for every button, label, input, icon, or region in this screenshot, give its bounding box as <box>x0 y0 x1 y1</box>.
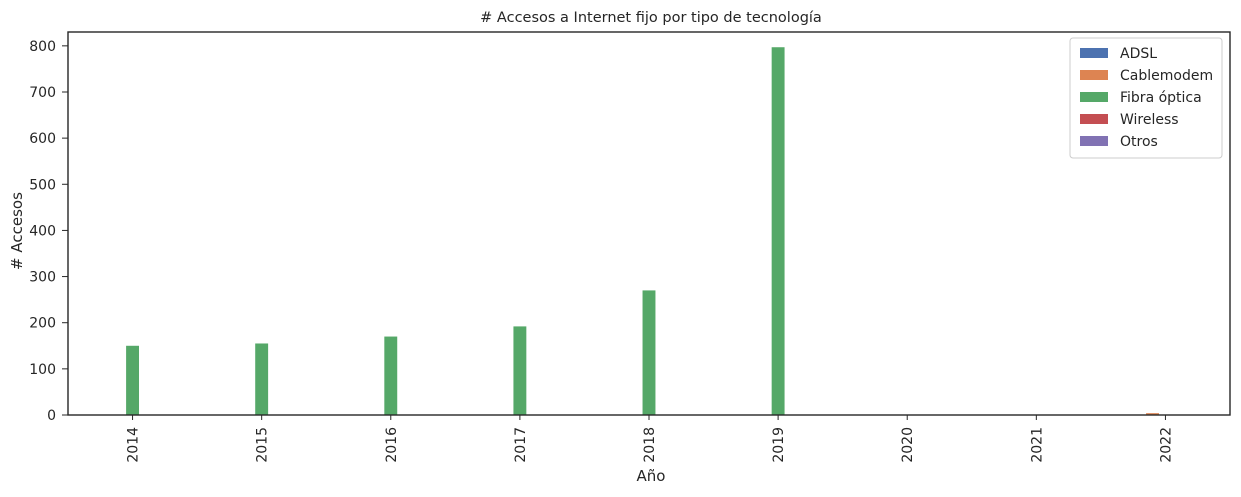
x-tick-label: 2016 <box>384 427 400 463</box>
x-tick-label: 2020 <box>900 427 916 463</box>
legend-box <box>1069 37 1223 159</box>
y-tick-label: 300 <box>29 270 56 286</box>
bar-fibra-ptica-2017 <box>513 326 527 415</box>
axes-frame <box>67 31 1231 416</box>
chart-title: # Accesos a Internet fijo por tipo de te… <box>480 10 822 26</box>
y-tick-label: 100 <box>29 362 56 378</box>
bar-fibra-ptica-2014 <box>126 345 140 415</box>
bar-cablemodem-2022 <box>1146 413 1159 415</box>
x-tick-label: 2017 <box>513 427 529 463</box>
y-tick-label: 800 <box>29 39 56 55</box>
legend-swatch-wireless <box>1080 114 1108 124</box>
legend-swatch-cablemodem <box>1080 70 1108 80</box>
x-tick-label: 2019 <box>771 427 787 463</box>
legend-label-adsl: ADSL <box>1120 46 1157 62</box>
legend-label-cablemodem: Cablemodem <box>1120 68 1213 84</box>
x-tick-label: 2018 <box>642 427 658 463</box>
legend-label-fibra-ptica: Fibra óptica <box>1120 90 1202 106</box>
x-tick-label: 2022 <box>1158 427 1174 463</box>
legend-swatch-fibra-ptica <box>1080 92 1108 102</box>
bar-fibra-ptica-2018 <box>642 290 656 415</box>
legend-label-otros: Otros <box>1120 134 1158 150</box>
y-tick-label: 400 <box>29 223 56 239</box>
bar-fibra-ptica-2019 <box>771 47 785 415</box>
y-tick-label: 200 <box>29 316 56 332</box>
x-tick-label: 2021 <box>1029 427 1045 463</box>
bar-fibra-ptica-2015 <box>255 343 269 415</box>
bar-fibra-ptica-2016 <box>384 336 398 415</box>
x-tick-label: 2015 <box>255 427 271 463</box>
y-tick-label: 500 <box>29 177 56 193</box>
legend-label-wireless: Wireless <box>1120 112 1179 128</box>
legend-swatch-otros <box>1080 136 1108 146</box>
plot-area: 0 100 200 300 400 500 600 700 800 2014 2015 2016 201… <box>29 31 1231 463</box>
y-tick-label: 0 <box>47 408 56 424</box>
legend-swatch-adsl <box>1080 48 1108 58</box>
y-tick-label: 600 <box>29 131 56 147</box>
y-tick-label: 700 <box>29 85 56 101</box>
x-axis-label: Año <box>637 467 666 485</box>
legend: ADSL Cablemodem Fibra óptica Wireless Otros <box>1069 37 1223 159</box>
x-tick-label: 2014 <box>126 427 142 463</box>
y-axis-label: # Accesos <box>8 192 26 270</box>
